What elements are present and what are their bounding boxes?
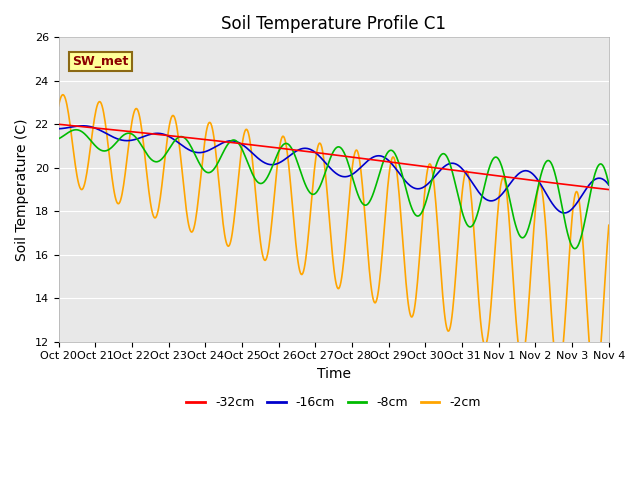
Text: SW_met: SW_met	[72, 55, 129, 68]
X-axis label: Time: Time	[317, 367, 351, 381]
Title: Soil Temperature Profile C1: Soil Temperature Profile C1	[221, 15, 446, 33]
Y-axis label: Soil Temperature (C): Soil Temperature (C)	[15, 118, 29, 261]
Legend: -32cm, -16cm, -8cm, -2cm: -32cm, -16cm, -8cm, -2cm	[182, 391, 486, 414]
